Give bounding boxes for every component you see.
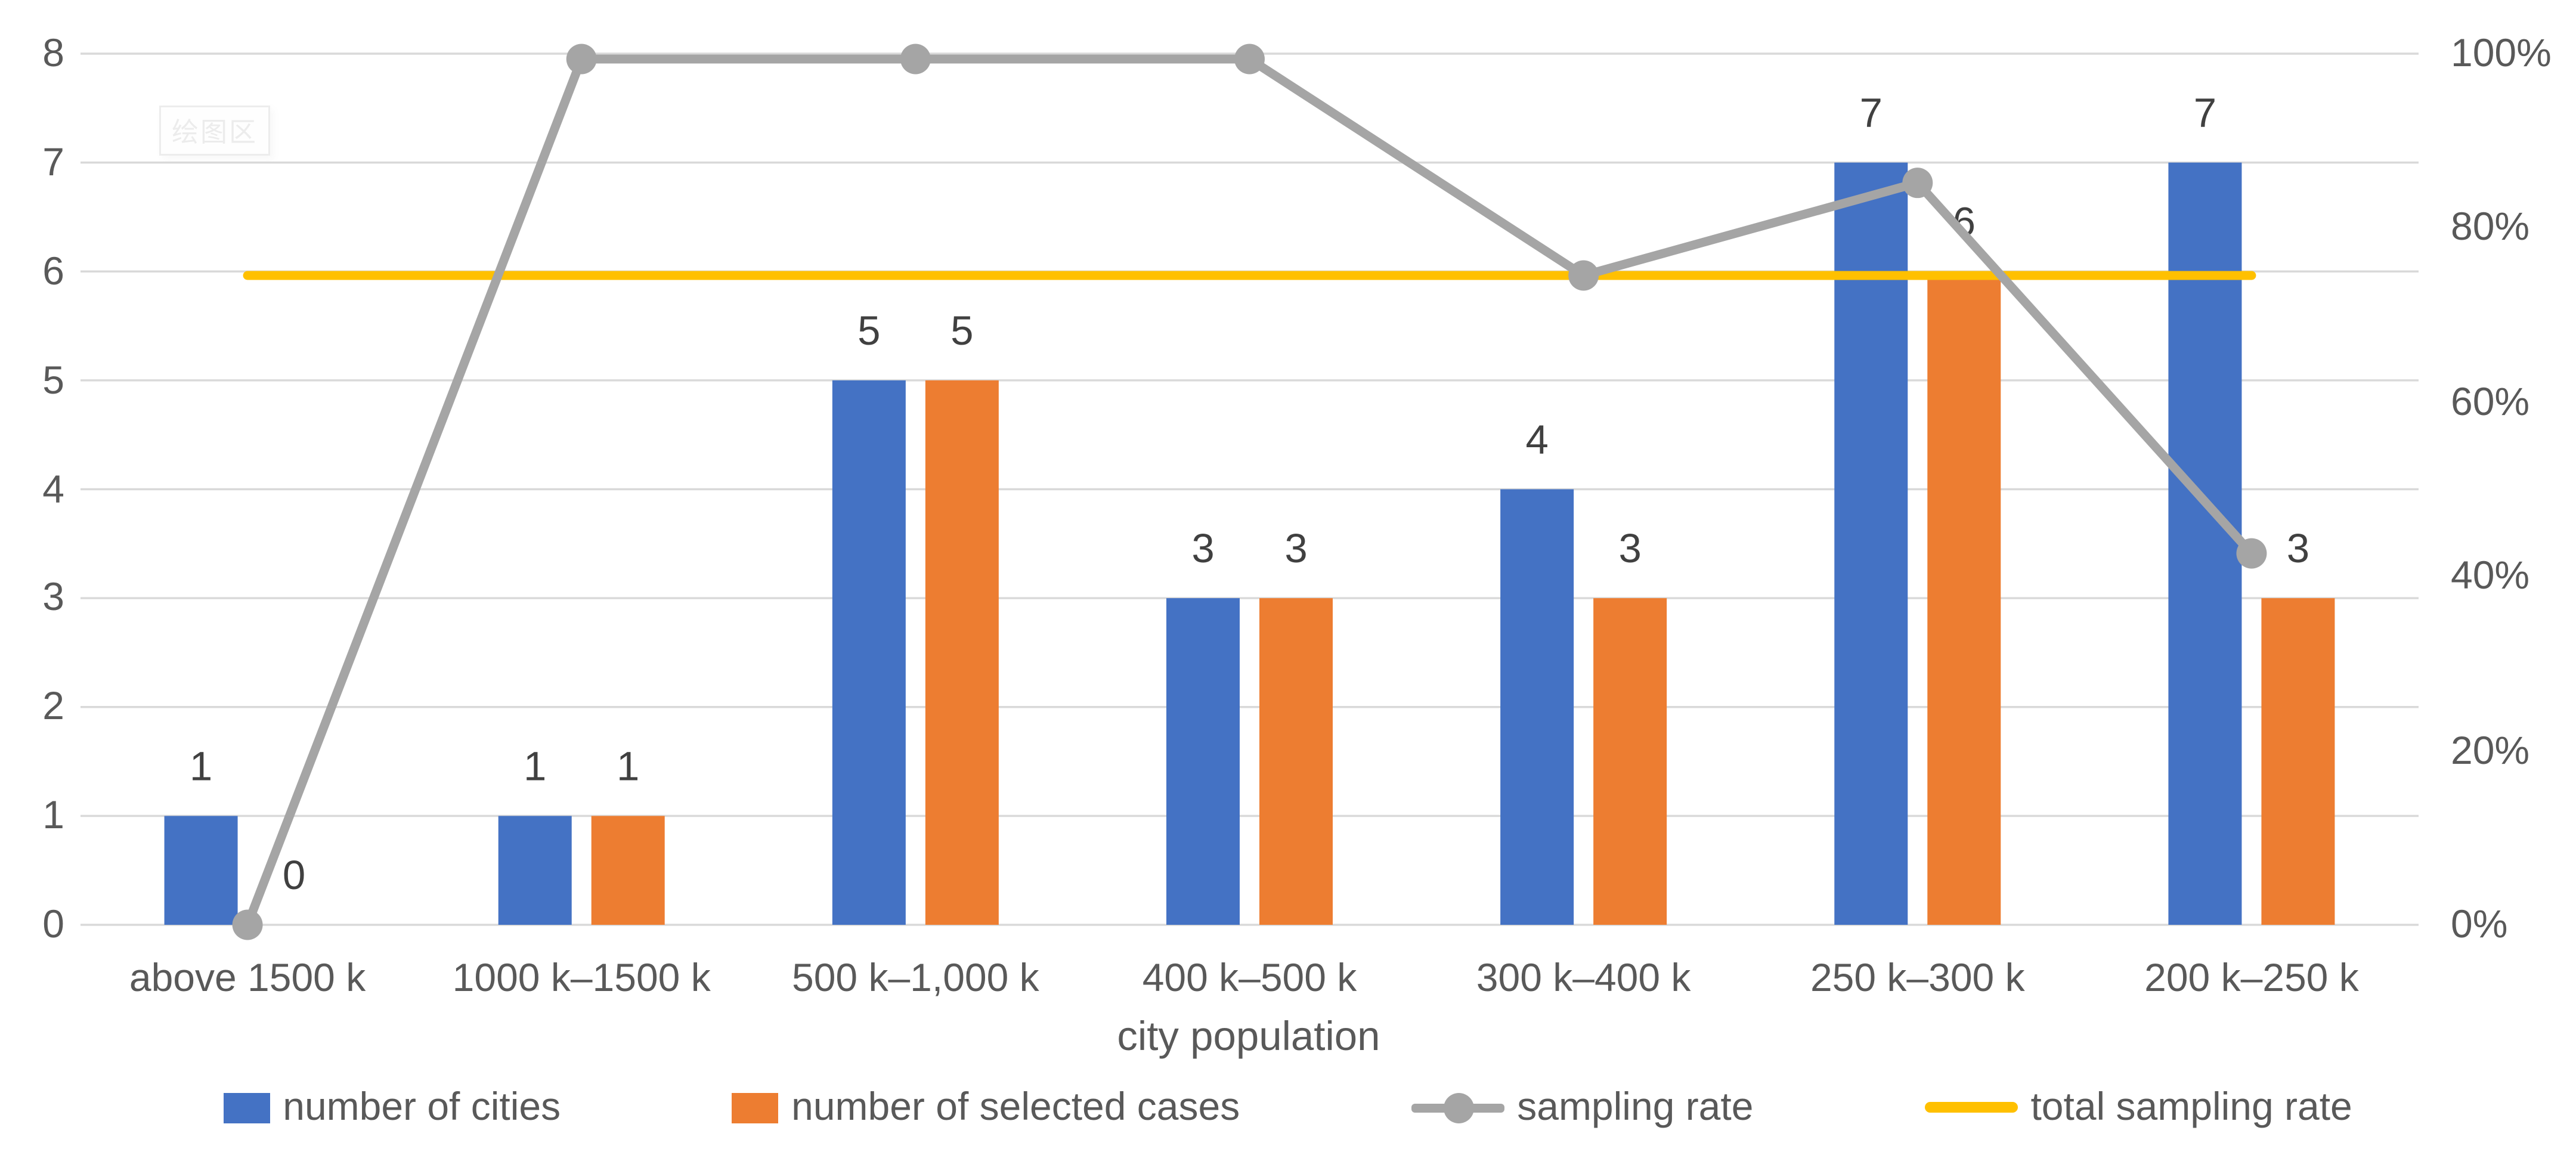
data-label-number-of-selected-cases: 3 — [1618, 525, 1641, 571]
bar-number-of-cities — [832, 380, 906, 925]
x-axis-category-label: 200 k–250 k — [2144, 955, 2359, 1000]
data-label-number-of-selected-cases: 0 — [283, 852, 305, 898]
right-axis-tick: 80% — [2451, 205, 2530, 250]
legend-bar-swatch-icon — [732, 1092, 779, 1123]
right-axis-tick: 40% — [2451, 553, 2530, 598]
data-label-number-of-selected-cases: 3 — [1284, 525, 1307, 571]
legend-label: total sampling rate — [2030, 1084, 2352, 1129]
data-label-number-of-cities: 7 — [2194, 90, 2216, 136]
legend-item-number-of-cities: number of cities — [224, 1082, 561, 1132]
left-axis-tick: 8 — [42, 30, 64, 75]
marker-sampling-rate — [1568, 260, 1599, 291]
left-axis-tick: 7 — [42, 139, 64, 184]
bar-number-of-cities — [1834, 162, 1908, 925]
data-label-number-of-cities: 3 — [1191, 525, 1214, 571]
marker-sampling-rate — [232, 909, 263, 940]
bar-number-of-cities — [1500, 489, 1574, 925]
legend-label: sampling rate — [1517, 1084, 1754, 1129]
legend-line-swatch-icon — [1925, 1102, 2018, 1113]
right-axis-tick: 0% — [2451, 902, 2508, 946]
marker-sampling-rate — [900, 44, 931, 75]
x-axis-title: city population — [1117, 1012, 1380, 1059]
data-label-number-of-selected-cases: 1 — [617, 743, 639, 789]
left-axis-tick: 5 — [42, 357, 64, 402]
legend-item-number-of-selected-cases: number of selected cases — [732, 1082, 1240, 1132]
chart-legend: number of cities number of selected cases… — [0, 1079, 2576, 1136]
bar-number-of-selected-cases — [2261, 598, 2335, 925]
marker-sampling-rate — [566, 44, 597, 75]
marker-sampling-rate — [1234, 44, 1265, 75]
bar-number-of-cities — [1166, 598, 1240, 925]
data-label-number-of-cities: 4 — [1525, 417, 1548, 463]
legend-item-total-sampling-rate: total sampling rate — [1925, 1082, 2352, 1132]
right-axis-tick: 20% — [2451, 727, 2530, 772]
bar-number-of-selected-cases — [1259, 598, 1333, 925]
data-label-number-of-selected-cases: 3 — [2287, 525, 2309, 571]
x-axis-category-label: above 1500 k — [129, 955, 366, 1000]
x-axis-category-label: 400 k–500 k — [1142, 955, 1357, 1000]
data-label-number-of-cities: 7 — [1860, 90, 1883, 136]
x-axis-category-label: 500 k–1,000 k — [791, 955, 1039, 1000]
plot-area-tooltip: 绘图区 — [159, 106, 270, 156]
bar-number-of-selected-cases — [591, 816, 665, 925]
left-axis-tick: 3 — [42, 575, 64, 620]
left-axis-tick: 0 — [42, 902, 64, 946]
bar-number-of-cities — [498, 816, 572, 925]
data-label-number-of-cities: 1 — [524, 743, 546, 789]
legend-label: number of cities — [283, 1084, 561, 1129]
bar-number-of-cities — [164, 816, 238, 925]
left-axis-tick: 1 — [42, 792, 64, 838]
left-axis-tick: 4 — [42, 466, 64, 511]
x-axis-category-label: 300 k–400 k — [1476, 955, 1691, 1000]
marker-sampling-rate — [1902, 168, 1933, 199]
left-axis-tick: 2 — [42, 683, 64, 729]
bar-number-of-cities — [2168, 162, 2242, 925]
data-label-number-of-cities: 1 — [190, 743, 212, 789]
right-axis-tick: 100% — [2451, 30, 2552, 75]
legend-bar-swatch-icon — [224, 1092, 271, 1123]
marker-sampling-rate — [2236, 538, 2267, 569]
legend-item-sampling-rate: sampling rate — [1411, 1082, 1753, 1132]
legend-label: number of selected cases — [791, 1084, 1240, 1129]
left-axis-tick: 6 — [42, 248, 64, 293]
bar-number-of-selected-cases — [1593, 598, 1667, 925]
right-axis-tick: 60% — [2451, 379, 2530, 424]
x-axis-category-label: 250 k–300 k — [1810, 955, 2025, 1000]
bar-number-of-selected-cases — [1927, 271, 2001, 925]
data-label-number-of-selected-cases: 5 — [950, 308, 973, 354]
legend-circle-marker-icon — [1444, 1093, 1475, 1123]
x-axis-category-label: 1000 k–1500 k — [452, 955, 711, 1000]
bar-number-of-selected-cases — [925, 380, 999, 925]
data-label-number-of-cities: 5 — [857, 308, 880, 354]
legend-line-marker-swatch-icon — [1411, 1089, 1505, 1125]
